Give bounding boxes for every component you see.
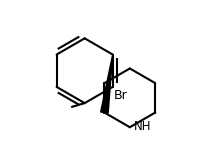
Text: NH: NH <box>134 120 152 133</box>
Text: Br: Br <box>114 89 128 102</box>
Polygon shape <box>101 55 113 113</box>
